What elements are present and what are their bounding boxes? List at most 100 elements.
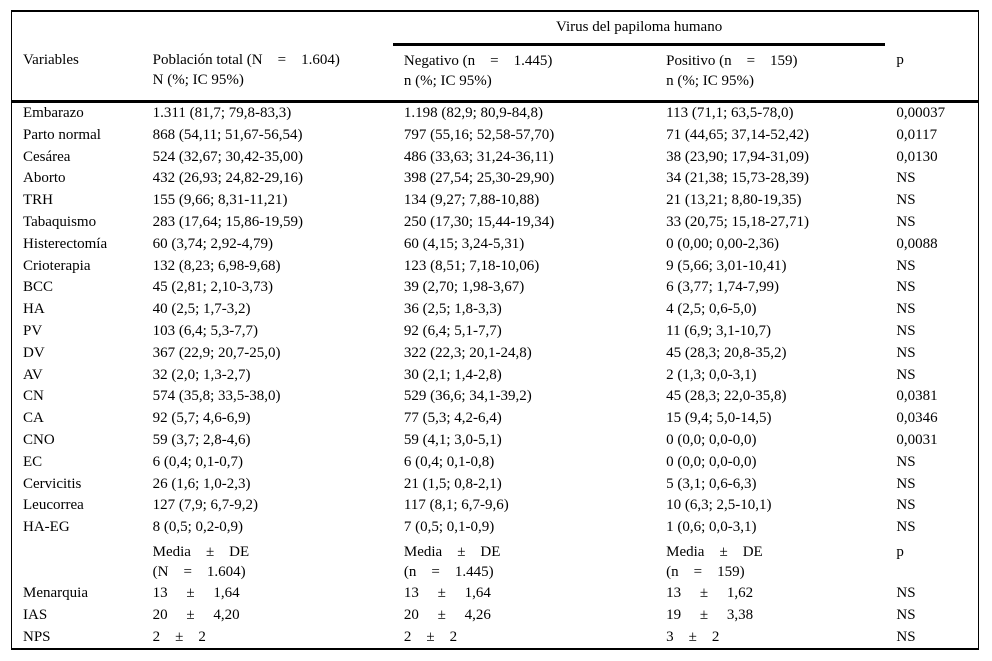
cell-negativo: 7 (0,5; 0,1-0,9) xyxy=(403,519,495,536)
table-row: Parto normal 868 (54,11; 51,67-56,54) 797 … xyxy=(12,125,979,147)
cell-p: NS xyxy=(896,257,916,274)
cell-negativo: 398 (27,54; 25,30-29,90) xyxy=(403,170,555,187)
cell-positivo: 1 (0,6; 0,0-3,1) xyxy=(666,519,757,536)
cell-p: NS xyxy=(896,213,916,230)
cell-total: 6 (0,4; 0,1-0,7) xyxy=(152,453,244,470)
cell-positivo: 71 (44,65; 37,14-52,42) xyxy=(666,126,810,143)
table-row: CA 92 (5,7; 4,6-6,9) 77 (5,3; 4,2-6,4) 15 (… xyxy=(12,408,979,430)
cell-total: 92 (5,7; 4,6-6,9) xyxy=(152,410,251,427)
cell-positivo: 0 (0,00; 0,00-2,36) xyxy=(666,235,780,252)
cell-p: NS xyxy=(896,344,916,361)
cell-p: 0,0381 xyxy=(896,388,938,405)
cell-positivo: 0 (0,0; 0,0-0,0) xyxy=(666,431,757,448)
header-p: p xyxy=(885,44,979,103)
cell-total: 59 (3,7; 2,8-4,6) xyxy=(152,431,251,448)
cell-variable: Menarquia xyxy=(23,584,88,601)
cell-variable: Cervicitis xyxy=(23,475,82,492)
cell-positivo: 113 (71,1; 63,5-78,0) xyxy=(666,105,794,121)
table-row: Tabaquismo 283 (17,64; 15,86-19,59) 250 (1… xyxy=(12,212,979,234)
cell-variable: Embarazo xyxy=(23,105,84,121)
cell-variable: HA xyxy=(23,301,45,318)
cell-total: 60 (3,74; 2,92-4,79) xyxy=(152,235,274,252)
cell-total: 2 ± 2 xyxy=(152,628,206,645)
cell-p: NS xyxy=(896,606,916,623)
cell-variable: Crioterapia xyxy=(23,257,91,274)
table-row: TRH 155 (9,66; 8,31-11,21) 134 (9,27; 7,88… xyxy=(12,190,979,212)
cell-variable: BCC xyxy=(23,279,54,296)
table-row: Media ± DE (N = 1.604) Media ± DE (n = 1.… xyxy=(12,539,979,583)
cell-negativo: 529 (36,6; 34,1-39,2) xyxy=(403,388,532,405)
cell-variable: Cesárea xyxy=(23,148,71,165)
cell-p: p xyxy=(896,543,904,560)
cell-total: Media ± DE (N = 1.604) xyxy=(152,543,250,580)
cell-variable: EC xyxy=(23,453,43,470)
header-total: Población total (N = 1.604) N (%; IC 95%… xyxy=(141,44,393,103)
cell-negativo: Media ± DE (n = 1.445) xyxy=(403,543,501,580)
cell-positivo: 21 (13,21; 8,80-19,35) xyxy=(666,192,802,209)
cell-positivo: 19 ± 3,38 xyxy=(666,606,754,623)
cell-variable: CA xyxy=(23,410,44,427)
cell-negativo: 117 (8,1; 6,7-9,6) xyxy=(403,497,509,514)
cell-variable: Tabaquismo xyxy=(23,213,97,230)
cell-negativo: 92 (6,4; 5,1-7,7) xyxy=(403,322,502,339)
cell-positivo: 45 (28,3; 20,8-35,2) xyxy=(666,344,787,361)
cell-positivo: 3 ± 2 xyxy=(666,628,720,645)
cell-negativo: 60 (4,15; 3,24-5,31) xyxy=(403,235,525,252)
spanner-row: Virus del papiloma humano xyxy=(12,11,979,46)
cell-negativo: 77 (5,3; 4,2-6,4) xyxy=(403,410,502,427)
cell-negativo: 36 (2,5; 1,8-3,3) xyxy=(403,301,502,318)
table-body: Embarazo 1.311 (81,7; 79,8-83,3) 1.198 (82… xyxy=(12,102,979,650)
spanner-spacer-right xyxy=(885,11,978,45)
cell-negativo: 20 ± 4,26 xyxy=(403,606,491,623)
cell-p: 0,0117 xyxy=(896,126,938,143)
cell-p: NS xyxy=(896,453,916,470)
cell-total: 45 (2,81; 2,10-3,73) xyxy=(152,279,274,296)
table-row: Leucorrea 127 (7,9; 6,7-9,2) 117 (8,1; 6,7… xyxy=(12,495,979,517)
cell-variable: AV xyxy=(23,366,43,383)
cell-total: 40 (2,5; 1,7-3,2) xyxy=(152,301,251,318)
table-header: Virus del papiloma humano Variables Pobl… xyxy=(11,11,979,103)
header-variables: Variables xyxy=(11,44,142,103)
cell-positivo: 2 (1,3; 0,0-3,1) xyxy=(666,366,757,383)
table-row: PV 103 (6,4; 5,3-7,7) 92 (6,4; 5,1-7,7) 11 … xyxy=(12,321,979,343)
table-row: Crioterapia 132 (8,23; 6,98-9,68) 123 (8,5… xyxy=(12,256,979,278)
cell-negativo: 2 ± 2 xyxy=(403,628,458,645)
table-row: Embarazo 1.311 (81,7; 79,8-83,3) 1.198 (82… xyxy=(12,102,979,125)
cell-total: 574 (35,8; 33,5-38,0) xyxy=(152,388,281,405)
table-row: Menarquia 13 ± 1,64 13 ± 1,64 13 ± 1,62 NS xyxy=(12,583,979,605)
table-row: CNO 59 (3,7; 2,8-4,6) 59 (4,1; 3,0-5,1) 0 (… xyxy=(12,430,979,452)
table-row: Cesárea 524 (32,67; 30,42-35,00) 486 (33,6… xyxy=(12,147,979,169)
table-row: HA 40 (2,5; 1,7-3,2) 36 (2,5; 1,8-3,3) 4 (2… xyxy=(12,299,979,321)
table-row: DV 367 (22,9; 20,7-25,0) 322 (22,3; 20,1-2… xyxy=(12,343,979,365)
cell-total: 26 (1,6; 1,0-2,3) xyxy=(152,475,251,492)
cell-p: NS xyxy=(896,192,916,209)
cell-p: NS xyxy=(896,584,916,601)
cell-p: NS xyxy=(896,497,916,514)
cell-positivo: 38 (23,90; 17,94-31,09) xyxy=(666,148,810,165)
spanner-spacer-left xyxy=(12,11,393,45)
cell-total: 8 (0,5; 0,2-0,9) xyxy=(152,519,244,536)
cell-total: 127 (7,9; 6,7-9,2) xyxy=(152,497,259,514)
table-row: BCC 45 (2,81; 2,10-3,73) 39 (2,70; 1,98-3,… xyxy=(12,277,979,299)
cell-variable: DV xyxy=(23,344,45,361)
table-row: IAS 20 ± 4,20 20 ± 4,26 19 ± 3,38 NS xyxy=(12,605,979,627)
cell-variable: CNO xyxy=(23,431,55,448)
table-row: Aborto 432 (26,93; 24,82-29,16) 398 (27,54… xyxy=(12,168,979,190)
cell-p: 0,0088 xyxy=(896,235,938,252)
header-positivo: Positivo (n = 159) n (%; IC 95%) xyxy=(655,44,886,103)
cell-variable: TRH xyxy=(23,192,53,209)
cell-variable: Parto normal xyxy=(23,126,101,143)
cell-negativo: 250 (17,30; 15,44-19,34) xyxy=(403,213,555,230)
cell-negativo: 134 (9,27; 7,88-10,88) xyxy=(403,192,540,209)
cell-p: NS xyxy=(896,519,916,536)
cell-p: 0,0031 xyxy=(896,431,938,448)
cell-positivo: Media ± DE (n = 159) xyxy=(666,543,763,580)
cell-negativo: 21 (1,5; 0,8-2,1) xyxy=(403,475,502,492)
table-row: CN 574 (35,8; 33,5-38,0) 529 (36,6; 34,1-3… xyxy=(12,386,979,408)
cell-p: NS xyxy=(896,170,916,187)
table-row: HA-EG 8 (0,5; 0,2-0,9) 7 (0,5; 0,1-0,9) 1 (… xyxy=(12,517,979,539)
cell-negativo: 797 (55,16; 52,58-57,70) xyxy=(403,126,555,143)
cell-p: 0,00037 xyxy=(896,105,946,121)
cell-p: NS xyxy=(896,279,916,296)
